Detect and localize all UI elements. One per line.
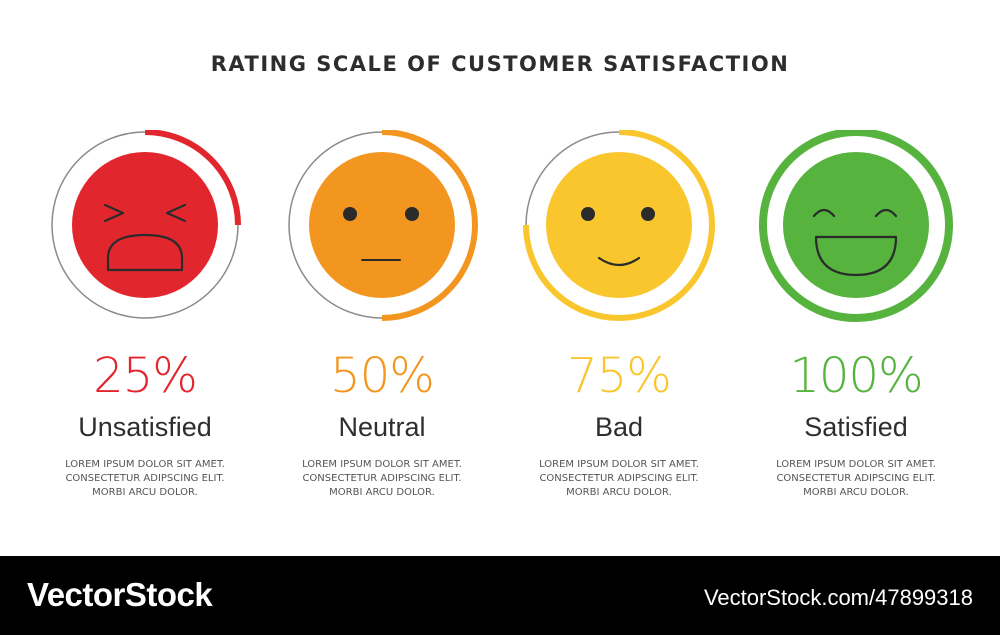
description-line: CONSECTETUR ADIPSCING ELIT. bbox=[65, 473, 225, 484]
brand-logo: VectorStock bbox=[27, 576, 213, 613]
rating-description: LOREM IPSUM DOLOR SIT AMET. CONSECTETUR … bbox=[736, 458, 976, 500]
description-line: MORBI ARCU DOLOR. bbox=[803, 487, 909, 498]
gauge-arc bbox=[759, 130, 953, 322]
slight-smile-face-icon bbox=[581, 207, 655, 267]
page-title: RATING SCALE OF CUSTOMER SATISFACTION bbox=[210, 52, 790, 76]
description-line: CONSECTETUR ADIPSCING ELIT. bbox=[539, 473, 699, 484]
rating-percent: 25% bbox=[93, 348, 198, 404]
rating-label: Satisfied bbox=[804, 412, 908, 442]
description-line: LOREM IPSUM DOLOR SIT AMET. bbox=[65, 459, 225, 470]
description-line: MORBI ARCU DOLOR. bbox=[329, 487, 435, 498]
face-circle bbox=[309, 152, 455, 298]
neutral-face-icon bbox=[343, 207, 419, 261]
rating-label: Neutral bbox=[338, 412, 426, 442]
description-line: MORBI ARCU DOLOR. bbox=[92, 487, 198, 498]
description-line: MORBI ARCU DOLOR. bbox=[566, 487, 672, 498]
gauge bbox=[759, 130, 953, 322]
rating-percent: 75% bbox=[567, 348, 672, 404]
description-line: LOREM IPSUM DOLOR SIT AMET. bbox=[776, 459, 936, 470]
gauge bbox=[523, 130, 715, 321]
gauge-arc bbox=[144, 130, 241, 226]
rating-card-bad: 75% Bad LOREM IPSUM DOLOR SIT AMET. CONS… bbox=[519, 130, 719, 510]
description-line: CONSECTETUR ADIPSCING ELIT. bbox=[776, 473, 936, 484]
face-circle bbox=[72, 152, 218, 298]
gauge-arc bbox=[381, 130, 478, 321]
face-circle bbox=[546, 152, 692, 298]
rating-card-neutral: 50% Neutral LOREM IPSUM DOLOR SIT AMET. … bbox=[282, 130, 482, 510]
description-line: LOREM IPSUM DOLOR SIT AMET. bbox=[539, 459, 699, 470]
grinning-face-icon bbox=[812, 208, 898, 277]
rating-description: LOREM IPSUM DOLOR SIT AMET. CONSECTETUR … bbox=[499, 458, 739, 500]
rating-percent: 100% bbox=[789, 348, 923, 404]
gauge bbox=[288, 130, 478, 321]
gauge-arc bbox=[523, 130, 715, 321]
rating-card-unsatisfied: 25% Unsatisfied LOREM IPSUM DOLOR SIT AM… bbox=[45, 130, 245, 510]
rating-percent: 50% bbox=[330, 348, 435, 404]
rating-label: Unsatisfied bbox=[78, 412, 212, 442]
footer-bar: VectorStock VectorStock.com/47899318 bbox=[0, 556, 1000, 635]
description-line: CONSECTETUR ADIPSCING ELIT. bbox=[302, 473, 462, 484]
description-line: LOREM IPSUM DOLOR SIT AMET. bbox=[302, 459, 462, 470]
rating-description: LOREM IPSUM DOLOR SIT AMET. CONSECTETUR … bbox=[25, 458, 265, 500]
rating-description: LOREM IPSUM DOLOR SIT AMET. CONSECTETUR … bbox=[262, 458, 502, 500]
rating-label: Bad bbox=[594, 412, 644, 442]
stock-id: VectorStock.com/47899318 bbox=[703, 585, 973, 610]
rating-card-satisfied: 100% Satisfied LOREM IPSUM DOLOR SIT AME… bbox=[756, 130, 956, 510]
tired-face-icon bbox=[103, 203, 187, 272]
face-circle bbox=[783, 152, 929, 298]
gauge bbox=[51, 130, 241, 319]
